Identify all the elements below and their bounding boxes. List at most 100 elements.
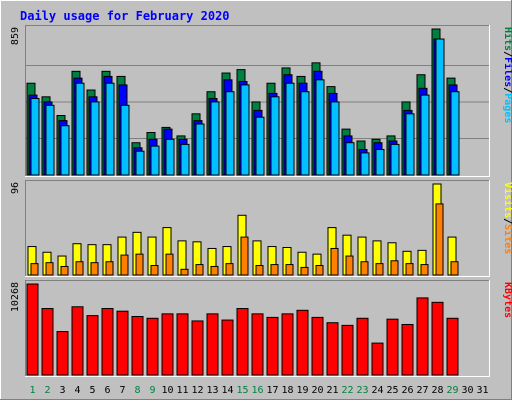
bar-pages-day-2 — [45, 104, 55, 176]
bar-pages-day-21 — [330, 101, 340, 176]
series-axis-label-pages: Pages — [502, 93, 512, 123]
bar-kbytes-day-17 — [266, 316, 279, 376]
bar-sites-day-26 — [405, 263, 414, 276]
day-label-7: 7 — [119, 385, 125, 396]
bar-pages-day-24 — [375, 149, 385, 176]
day-label-12: 12 — [191, 385, 203, 396]
bar-pages-day-18 — [285, 82, 295, 176]
day-label-2: 2 — [44, 385, 50, 396]
bar-sites-day-4 — [75, 261, 84, 276]
bar-sites-day-9 — [150, 265, 159, 276]
bar-kbytes-day-23 — [356, 317, 369, 376]
bar-kbytes-day-20 — [311, 316, 324, 376]
day-label-25: 25 — [386, 385, 398, 396]
bar-sites-day-12 — [195, 264, 204, 276]
bar-sites-day-25 — [390, 260, 399, 276]
day-label-31: 31 — [476, 385, 488, 396]
bar-kbytes-day-16 — [251, 313, 264, 376]
day-label-30: 30 — [461, 385, 473, 396]
bar-kbytes-day-29 — [446, 317, 459, 376]
bar-kbytes-day-7 — [116, 310, 129, 376]
series-axis-label-files: Files — [502, 57, 512, 87]
bar-sites-day-7 — [120, 254, 129, 276]
day-label-21: 21 — [326, 385, 338, 396]
bar-pages-day-11 — [180, 143, 190, 176]
bar-sites-day-13 — [210, 265, 219, 276]
bar-kbytes-day-19 — [296, 309, 309, 376]
bar-kbytes-day-26 — [401, 323, 414, 376]
day-label-14: 14 — [221, 385, 233, 396]
bar-sites-day-6 — [105, 261, 114, 276]
bar-sites-day-3 — [60, 265, 69, 276]
day-label-24: 24 — [371, 385, 383, 396]
bar-pages-day-10 — [165, 138, 175, 176]
bar-sites-day-28 — [435, 203, 444, 276]
day-label-10: 10 — [161, 385, 173, 396]
series-axis-label: KBytes — [502, 282, 512, 318]
series-axis-label-visits: Visits — [502, 182, 512, 218]
bar-sites-day-8 — [135, 253, 144, 276]
series-axis-label: Hits/Files/Pages — [502, 27, 512, 123]
bar-sites-day-14 — [225, 263, 234, 276]
bar-sites-day-29 — [450, 261, 459, 276]
day-label-20: 20 — [311, 385, 323, 396]
day-labels: 1 2 3 4 5 6 7 8 9 10 11 12 13 14 15 16 17 18 19 20 21 22 23 24 2… — [29, 385, 488, 396]
bar-pages-day-15 — [240, 84, 250, 176]
bar-kbytes-day-5 — [86, 315, 99, 376]
day-label-22: 22 — [341, 385, 353, 396]
day-label-13: 13 — [206, 385, 218, 396]
day-label-11: 11 — [176, 385, 188, 396]
bar-kbytes-day-8 — [131, 316, 144, 376]
bar-kbytes-day-28 — [431, 301, 444, 376]
day-label-1: 1 — [29, 385, 35, 396]
bar-sites-day-27 — [420, 264, 429, 276]
bar-pages-day-20 — [315, 79, 325, 176]
bar-pages-day-22 — [345, 142, 355, 176]
bar-pages-day-23 — [360, 152, 370, 176]
day-label-19: 19 — [296, 385, 308, 396]
bar-sites-day-5 — [90, 262, 99, 276]
ymax-label: 96 — [10, 182, 21, 194]
bar-kbytes-day-13 — [206, 313, 219, 376]
series-axis-label-kbytes: KBytes — [502, 282, 512, 318]
bar-pages-day-16 — [255, 116, 265, 176]
bar-sites-day-23 — [360, 261, 369, 276]
day-label-23: 23 — [356, 385, 368, 396]
bar-sites-day-1 — [30, 263, 39, 276]
series-axis-label: Visits/Sites — [502, 182, 512, 254]
bar-sites-day-20 — [315, 265, 324, 276]
bar-pages-day-26 — [405, 113, 415, 176]
bar-sites-day-21 — [330, 247, 339, 276]
bar-pages-day-17 — [270, 96, 280, 176]
bar-pages-day-1 — [30, 98, 40, 176]
bar-pages-day-27 — [420, 94, 430, 176]
bar-kbytes-day-27 — [416, 297, 429, 376]
bar-kbytes-day-14 — [221, 319, 234, 376]
ymax-label: 10268 — [10, 282, 21, 312]
bar-sites-day-24 — [375, 263, 384, 276]
panel-visits-sites: 96 Visits/Sites — [10, 180, 512, 277]
bar-kbytes-day-11 — [176, 313, 189, 376]
day-label-8: 8 — [134, 385, 140, 396]
bar-sites-day-17 — [270, 264, 279, 276]
bar-pages-day-25 — [390, 143, 400, 176]
day-label-3: 3 — [59, 385, 65, 396]
series-axis-separator: / — [502, 218, 512, 224]
day-label-15: 15 — [236, 385, 248, 396]
day-label-16: 16 — [251, 385, 263, 396]
bar-kbytes-day-2 — [41, 308, 54, 376]
bar-sites-day-19 — [300, 266, 309, 276]
bar-kbytes-day-12 — [191, 320, 204, 376]
bar-pages-day-8 — [135, 150, 145, 176]
ymax-label: 859 — [10, 27, 21, 45]
series-axis-label-sites: Sites — [502, 224, 512, 254]
bar-kbytes-day-15 — [236, 308, 249, 376]
day-label-18: 18 — [281, 385, 293, 396]
bar-pages-day-29 — [450, 91, 460, 176]
bar-pages-day-13 — [210, 101, 220, 176]
bar-pages-day-7 — [120, 104, 130, 176]
bar-sites-day-10 — [165, 253, 174, 276]
bar-kbytes-day-18 — [281, 313, 294, 376]
